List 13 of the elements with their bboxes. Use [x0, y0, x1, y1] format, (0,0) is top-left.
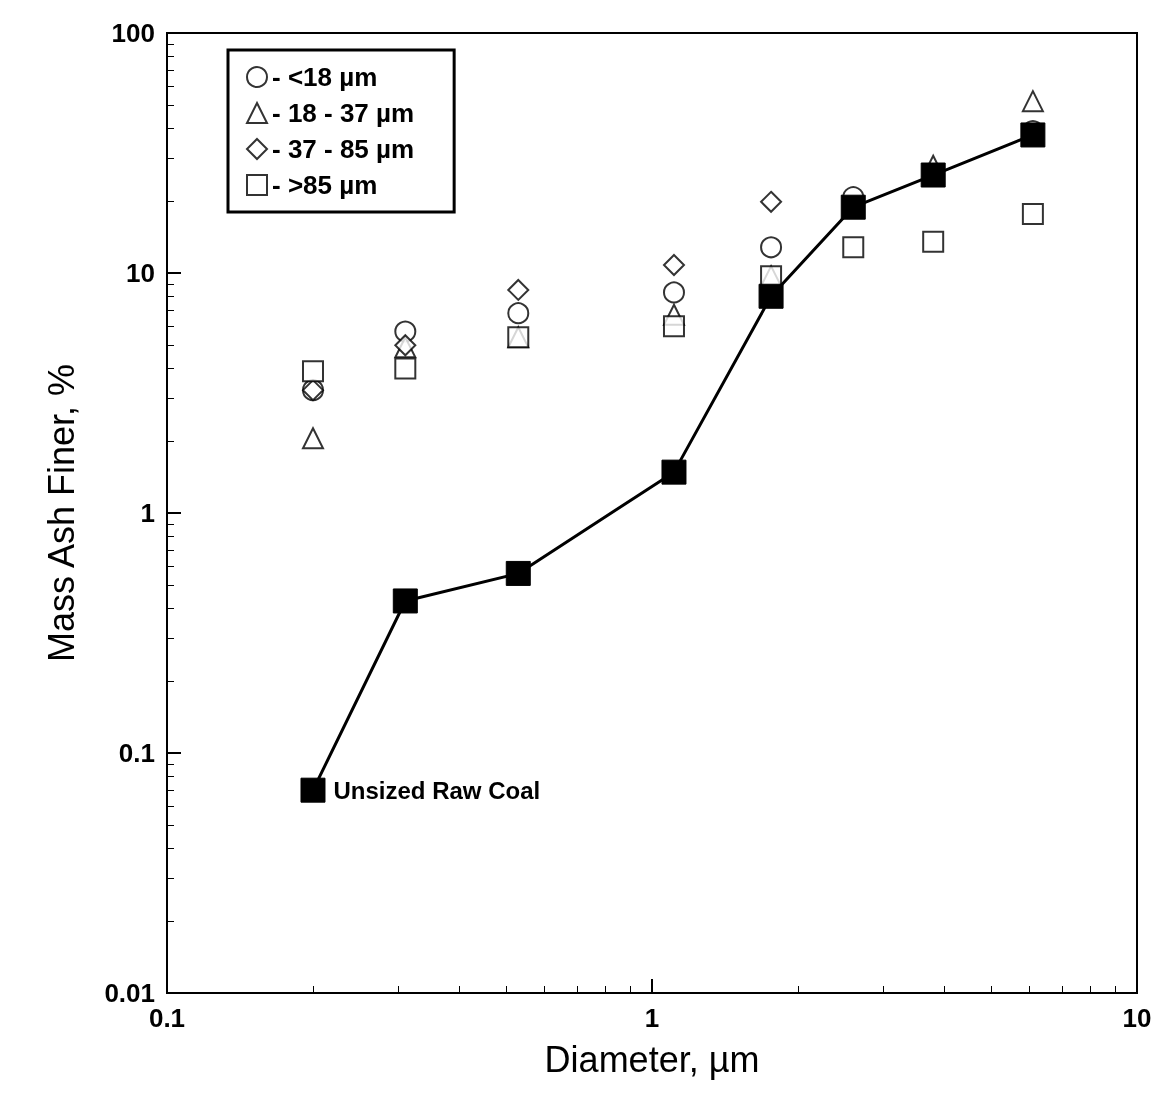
x-tick-label: 10 — [1122, 1003, 1152, 1033]
y-tick-label: 100 — [111, 18, 155, 48]
x-tick-label: 1 — [644, 1003, 660, 1033]
y-tick-label: 10 — [126, 258, 155, 288]
legend-label: - 37 - 85 µm — [272, 134, 415, 164]
legend-label: - >85 µm — [272, 170, 378, 200]
x-axis-title: Diameter, µm — [544, 1038, 760, 1080]
y-tick-label: 1 — [140, 498, 155, 528]
y-axis-title: Mass Ash Finer, % — [40, 363, 82, 663]
y-tick-label: 0.1 — [118, 738, 155, 768]
legend-label: - <18 µm — [272, 62, 378, 92]
legend-label: - 18 - 37 µm — [272, 98, 415, 128]
series-label: Unsized Raw Coal — [333, 776, 541, 804]
